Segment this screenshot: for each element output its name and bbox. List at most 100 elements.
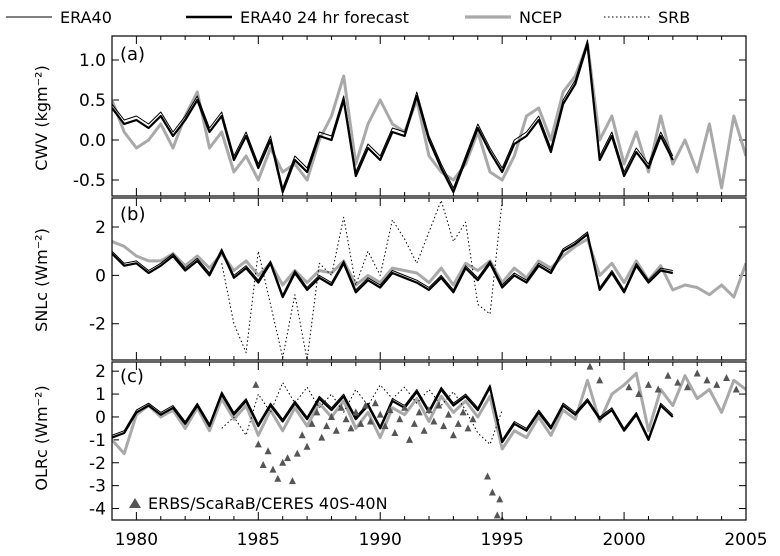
panel-a: (a) CWV (kgm⁻²) -0.5 0.0 0.5 1.0 bbox=[32, 35, 747, 197]
panel-label-b: (b) bbox=[120, 204, 145, 225]
erbs-point bbox=[415, 408, 423, 416]
ytick-label: -3 bbox=[89, 477, 106, 497]
erbs-point bbox=[425, 406, 433, 414]
erbs-point bbox=[318, 433, 326, 441]
erbs-point bbox=[259, 461, 267, 469]
erbs-point bbox=[703, 376, 711, 384]
erbs-point bbox=[484, 472, 492, 480]
ytick-label: 0.0 bbox=[79, 131, 106, 151]
ytick-label: -2 bbox=[89, 454, 106, 474]
erbs-point bbox=[430, 417, 438, 425]
erbs-point bbox=[381, 422, 389, 430]
erbs-point bbox=[313, 408, 321, 416]
xticks-a bbox=[111, 36, 747, 196]
erbs-point bbox=[391, 428, 399, 436]
erbs-point bbox=[376, 410, 384, 418]
erbs-point bbox=[337, 403, 345, 411]
erbs-point bbox=[449, 431, 457, 439]
ytick-label: 1 bbox=[95, 385, 106, 405]
series-line-era40 bbox=[112, 384, 674, 441]
erbs-point bbox=[722, 374, 730, 382]
series-line-era40-24-hr-forecast bbox=[112, 233, 674, 299]
erbs-point bbox=[327, 412, 335, 420]
xtick-label: 1995 bbox=[481, 530, 524, 550]
erbs-point bbox=[635, 390, 643, 398]
erbs-point bbox=[644, 380, 652, 388]
legend-label-ncep: NCEP bbox=[519, 8, 562, 27]
erbs-point bbox=[586, 362, 594, 370]
erbs-point bbox=[410, 419, 418, 427]
erbs-point bbox=[664, 371, 672, 379]
ytick-label: 2 bbox=[95, 218, 106, 238]
erbs-point bbox=[440, 422, 448, 430]
panel-b: (b) SNLc (Wm⁻²) -2 0 2 bbox=[32, 197, 747, 361]
ytick-label: -0.5 bbox=[73, 171, 106, 191]
ytick-label: -4 bbox=[89, 500, 106, 520]
xtick-label: 2000 bbox=[602, 530, 645, 550]
erbs-point bbox=[683, 383, 691, 391]
series-a bbox=[112, 39, 746, 194]
erbs-point bbox=[596, 376, 604, 384]
erbs-point bbox=[293, 449, 301, 457]
ytick-label: 1.0 bbox=[79, 51, 106, 71]
series-line-srb bbox=[221, 382, 503, 445]
series-line-srb bbox=[221, 199, 503, 360]
series-c bbox=[112, 362, 746, 520]
xticks-b bbox=[111, 198, 747, 360]
erbs-point bbox=[496, 495, 504, 503]
series-line-ncep bbox=[112, 371, 746, 456]
erbs-point bbox=[435, 401, 443, 409]
erbs-point bbox=[303, 442, 311, 450]
erbs-point bbox=[264, 447, 272, 455]
erbs-point bbox=[252, 380, 260, 388]
erbs-point bbox=[654, 385, 662, 393]
erbs-point bbox=[254, 440, 262, 448]
xtick-label: 1990 bbox=[359, 530, 402, 550]
legend-label-srb: SRB bbox=[658, 8, 690, 27]
xticks-c bbox=[111, 362, 747, 520]
annotation-triangle-icon bbox=[129, 498, 141, 508]
annotation-erbs: ERBS/ScaRaB/CERES 40S-40N bbox=[148, 494, 388, 513]
erbs-point bbox=[420, 426, 428, 434]
ytick-label: 0.5 bbox=[79, 91, 106, 111]
panel-c: (c) OLRc (Wm⁻²) -4 -3 -2 -1 0 1 2 ERBS/ScaRaB/… bbox=[32, 361, 747, 521]
erbs-point bbox=[454, 419, 462, 427]
erbs-point bbox=[732, 385, 740, 393]
legend: ERA40 ERA40 24 hr forecast NCEP SRB bbox=[6, 8, 690, 27]
series-line-ncep bbox=[112, 42, 746, 190]
erbs-point bbox=[352, 408, 360, 416]
xtick-labels: 1980 1985 1990 1995 2000 2005 bbox=[115, 530, 768, 550]
erbs-point bbox=[713, 380, 721, 388]
ytick-label: 0 bbox=[95, 408, 106, 428]
yticks-c: -4 -3 -2 -1 0 1 2 bbox=[89, 362, 746, 520]
erbs-point bbox=[693, 369, 701, 377]
ylabel-olrc: OLRc (Wm⁻²) bbox=[32, 385, 51, 490]
series-line-era40-24-hr-forecast bbox=[112, 386, 674, 444]
erbs-point bbox=[274, 474, 282, 482]
ylabel-cwv: CWV (kgm⁻²) bbox=[32, 65, 51, 170]
erbs-point bbox=[386, 406, 394, 414]
panel-label-a: (a) bbox=[120, 44, 145, 65]
erbs-point bbox=[288, 477, 296, 485]
erbs-point bbox=[488, 488, 496, 496]
erbs-point bbox=[366, 417, 374, 425]
series-line-era40 bbox=[112, 231, 673, 296]
erbs-point bbox=[284, 454, 292, 462]
yticks-a: -0.5 0.0 0.5 1.0 bbox=[73, 51, 746, 191]
erbs-point bbox=[625, 383, 633, 391]
erbs-point bbox=[323, 422, 331, 430]
ytick-label: 2 bbox=[95, 362, 106, 382]
series-b bbox=[112, 199, 746, 360]
xtick-label: 2005 bbox=[724, 530, 767, 550]
erbs-point bbox=[674, 378, 682, 386]
series-line-era40-24-hr-forecast bbox=[112, 42, 674, 194]
erbs-point bbox=[342, 415, 350, 423]
erbs-point bbox=[459, 408, 467, 416]
erbs-point bbox=[401, 403, 409, 411]
ylabel-snlc: SNLc (Wm⁻²) bbox=[32, 228, 51, 332]
erbs-point bbox=[371, 399, 379, 407]
erbs-point bbox=[357, 419, 365, 427]
erbs-point bbox=[445, 410, 453, 418]
erbs-point bbox=[405, 435, 413, 443]
